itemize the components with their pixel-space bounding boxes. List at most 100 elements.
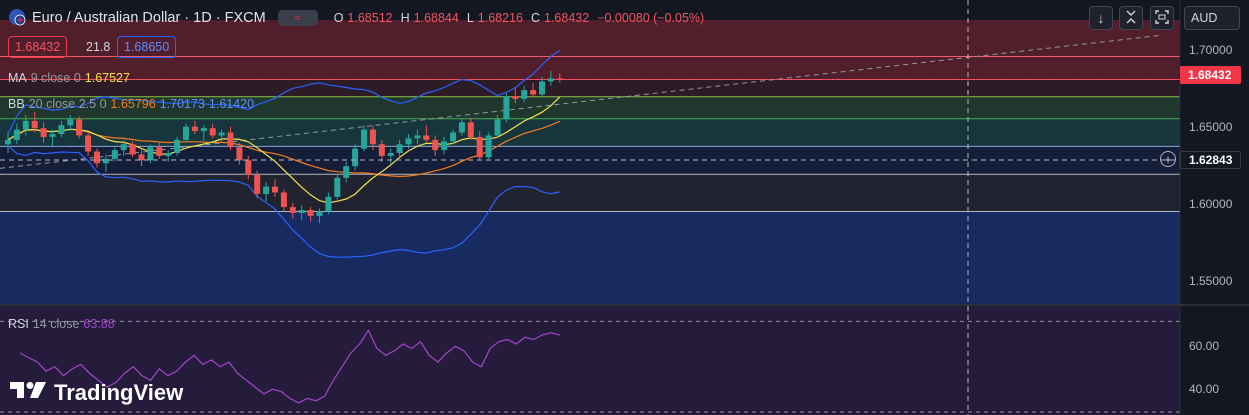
open-label: O xyxy=(333,11,344,25)
candle-up xyxy=(450,132,456,142)
bb-basis-line xyxy=(7,120,561,178)
price-axis-label: 1.55000 xyxy=(1189,274,1233,288)
candle-up xyxy=(325,196,332,212)
candle-down xyxy=(85,135,92,152)
candle-down xyxy=(307,210,314,216)
ma-line xyxy=(7,96,561,204)
candle-down xyxy=(227,132,234,148)
close-value: 1.68432 xyxy=(544,11,590,25)
level-lines xyxy=(0,34,1180,212)
candle-down xyxy=(432,139,439,151)
candle-up xyxy=(218,132,225,136)
spread-value: 21.8 xyxy=(86,40,111,54)
ohlc-legend: O 1.68512 H 1.68844 L 1.68216 C 1.68432 −0.0… xyxy=(334,11,709,25)
rsi-axis-label: 60.00 xyxy=(1189,339,1220,353)
candle-up xyxy=(396,144,403,153)
candle-up xyxy=(147,147,154,161)
market-status-pill[interactable]: ≈ xyxy=(277,10,318,26)
fullscreen-button[interactable] xyxy=(1150,6,1174,30)
bb-lower-value: 1.61420 xyxy=(208,97,255,111)
bb-upper-value: 1.70173 xyxy=(159,97,205,111)
candle-up xyxy=(334,177,341,197)
collapse-icon xyxy=(1125,10,1137,27)
price-axis-label: 1.70000 xyxy=(1189,43,1233,57)
rsi-background xyxy=(0,306,1180,415)
price-axis-label: 1.60000 xyxy=(1189,197,1233,211)
candle-down xyxy=(236,147,243,161)
ma-params: 9 close 0 xyxy=(30,71,81,85)
last-price-tag: 1.68432 xyxy=(1180,66,1241,84)
candle-up xyxy=(298,210,305,213)
fullscreen-icon xyxy=(1155,9,1169,27)
add-alert-plus-icon[interactable]: + xyxy=(1160,151,1176,167)
sell-button[interactable]: 1.68432 xyxy=(8,36,68,58)
candle-up xyxy=(13,129,20,140)
ma-legend[interactable]: MA 9 close 0 1.67527 xyxy=(8,71,130,85)
candles xyxy=(5,71,563,224)
candle-down xyxy=(156,147,163,156)
currency-label: AUD xyxy=(1191,11,1218,25)
candle-down xyxy=(31,120,38,129)
zone-top xyxy=(0,20,1180,57)
candle-up xyxy=(458,122,465,133)
candle-up xyxy=(58,125,65,134)
symbol-header[interactable]: Euro / Australian Dollar · 1D · FXCM ≈ O… xyxy=(8,8,708,28)
candle-up xyxy=(503,96,510,120)
price-axis-label: 1.65000 xyxy=(1189,120,1233,134)
rsi-legend[interactable]: RSI 14 close 63.88 xyxy=(8,317,115,331)
candle-up xyxy=(102,158,109,164)
high-label: H xyxy=(400,11,410,25)
buy-button[interactable]: 1.68650 xyxy=(117,36,177,58)
tradingview-logo-icon xyxy=(10,380,48,406)
zone-red xyxy=(0,56,1180,80)
bb-basis-value: 1.65796 xyxy=(110,97,156,111)
candle-down xyxy=(369,129,376,145)
rsi-value: 63.88 xyxy=(83,317,115,331)
open-value: 1.68512 xyxy=(347,11,393,25)
candle-up xyxy=(67,119,74,126)
crosshair-price-tag: 1.62843 xyxy=(1180,151,1241,169)
rsi-name: RSI xyxy=(8,317,29,331)
candle-up xyxy=(200,128,207,132)
bb-name: BB xyxy=(8,97,25,111)
zone-grey xyxy=(0,174,1180,212)
candle-up xyxy=(183,126,189,140)
candle-up xyxy=(441,141,448,151)
tradingview-logo[interactable]: TradingView xyxy=(10,380,183,406)
candle-down xyxy=(289,207,296,213)
candle-up xyxy=(49,134,56,137)
trend-line xyxy=(0,34,1161,169)
arrow-down-icon: ↓ xyxy=(1097,10,1105,26)
bb-lower-line xyxy=(7,145,560,258)
candle-down xyxy=(272,186,278,193)
close-label: C xyxy=(530,11,540,25)
candle-down xyxy=(378,144,385,156)
bb-legend[interactable]: BB 20 close 2.5 0 1.65796 1.70173 1.6142… xyxy=(8,97,254,111)
candle-up xyxy=(521,90,528,99)
collapse-button[interactable] xyxy=(1119,6,1143,30)
candle-down xyxy=(40,128,47,137)
candle-up xyxy=(111,150,118,159)
candle-up xyxy=(174,139,181,153)
bollinger-bands xyxy=(7,49,561,258)
candle-down xyxy=(209,128,216,136)
scroll-down-button[interactable]: ↓ xyxy=(1089,6,1113,30)
rsi-line xyxy=(19,329,560,404)
candle-up xyxy=(263,186,270,194)
candle-down xyxy=(245,160,252,175)
candle-down xyxy=(76,119,83,136)
symbol-title[interactable]: Euro / Australian Dollar · 1D · FXCM xyxy=(32,10,266,26)
candle-up xyxy=(485,135,492,158)
candle-up xyxy=(5,139,11,145)
candle-down xyxy=(280,192,287,208)
zone-green xyxy=(0,96,1180,119)
ma-name: MA xyxy=(8,71,27,85)
candle-up xyxy=(22,120,29,130)
candle-down xyxy=(476,136,483,158)
low-value: 1.68216 xyxy=(477,11,523,25)
currency-select[interactable]: AUD xyxy=(1184,6,1240,30)
candle-up xyxy=(494,119,501,136)
bb-params: 20 close 2.5 0 xyxy=(28,97,107,111)
